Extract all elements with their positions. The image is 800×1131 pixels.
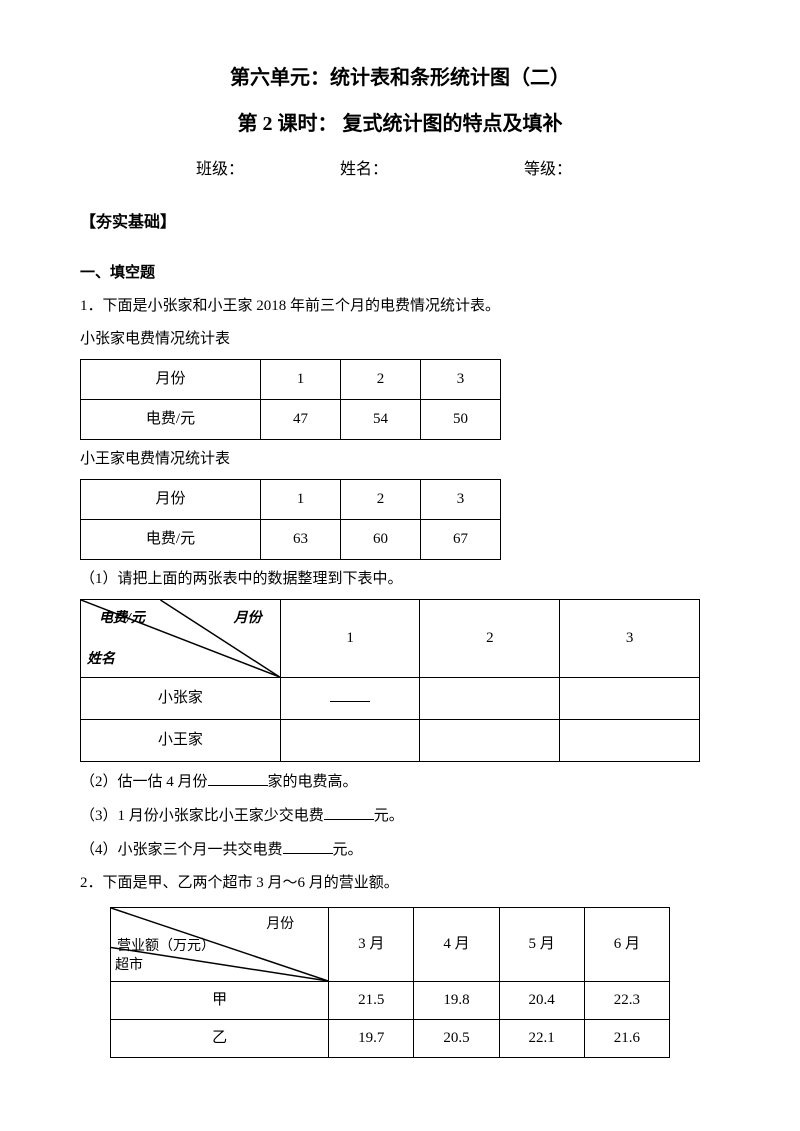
cell-blank[interactable]: [560, 677, 700, 719]
cell: 1: [261, 359, 341, 399]
table-row: 月份 1 2 3: [81, 479, 501, 519]
q1-prompt: 1．下面是小张家和小王家 2018 年前三个月的电费情况统计表。: [80, 293, 720, 320]
q1-sub4: （4）小张家三个月一共交电费 元。: [80, 836, 720, 864]
q2-prompt: 2．下面是甲、乙两个超市 3 月～6 月的营业额。: [80, 870, 720, 897]
cell: 4 月: [414, 907, 499, 981]
cell: 19.8: [414, 981, 499, 1019]
table-row: 甲 21.5 19.8 20.4 22.3: [111, 981, 670, 1019]
diagonal-header-cell: 电费/元 月份 姓名: [81, 599, 281, 677]
text: 家的电费高。: [268, 774, 358, 790]
lesson-title: 第 2 课时： 复式统计图的特点及填补: [80, 106, 720, 142]
section-header: 【夯实基础】: [80, 209, 720, 238]
q1-sub2: （2）估一估 4 月份 家的电费高。: [80, 768, 720, 796]
table-row: 电费/元 47 54 50: [81, 399, 501, 439]
blank-field[interactable]: [208, 768, 268, 786]
cell-label: 甲: [111, 981, 329, 1019]
cell: 60: [341, 519, 421, 559]
diag-label-market: 超市: [115, 953, 143, 978]
text: （2）估一估 4 月份: [80, 774, 208, 790]
cell-blank[interactable]: [420, 677, 560, 719]
table-row: 电费/元 月份 姓名 1 2 3: [81, 599, 700, 677]
cell: 21.6: [584, 1019, 669, 1057]
blank-field[interactable]: [283, 836, 333, 854]
q1-sub3: （3）1 月份小张家比小王家少交电费 元。: [80, 802, 720, 830]
cell-label: 电费/元: [81, 519, 261, 559]
table-row: 乙 19.7 20.5 22.1 21.6: [111, 1019, 670, 1057]
cell: 54: [341, 399, 421, 439]
info-row: 班级： 姓名： 等级：: [80, 156, 720, 185]
table-sales: 月份 营业额（万元） 超市 3 月 4 月 5 月 6 月 甲 21.5 19.…: [110, 907, 670, 1058]
table-row: 月份 1 2 3: [81, 359, 501, 399]
diag-label-month: 月份: [234, 606, 262, 631]
diag-label-month: 月份: [266, 912, 294, 937]
cell: 22.3: [584, 981, 669, 1019]
text: （3）1 月份小张家比小王家少交电费: [80, 808, 324, 824]
diag-label-name: 姓名: [87, 647, 115, 672]
cell-blank[interactable]: [420, 719, 560, 761]
cell-label: 小张家: [81, 677, 281, 719]
cell: 6 月: [584, 907, 669, 981]
cell: 2: [341, 359, 421, 399]
blank-field[interactable]: [324, 802, 374, 820]
diag-label-fee: 电费/元: [99, 606, 145, 631]
cell-label: 电费/元: [81, 399, 261, 439]
cell-blank[interactable]: [560, 719, 700, 761]
subsection-title: 一、填空题: [80, 260, 720, 287]
grade-label: 等级：: [524, 156, 644, 185]
cell-label: 乙: [111, 1019, 329, 1057]
cell: 2: [341, 479, 421, 519]
class-label: 班级：: [156, 156, 336, 185]
cell: 21.5: [329, 981, 414, 1019]
cell: 50: [421, 399, 501, 439]
cell-blank[interactable]: [280, 677, 420, 719]
text: 元。: [333, 842, 363, 858]
table-zhang: 月份 1 2 3 电费/元 47 54 50: [80, 359, 501, 440]
cell: 1: [280, 599, 420, 677]
table-b-caption: 小王家电费情况统计表: [80, 446, 720, 473]
table-row: 小张家: [81, 677, 700, 719]
name-label: 姓名：: [340, 156, 520, 185]
table-wang: 月份 1 2 3 电费/元 63 60 67: [80, 479, 501, 560]
cell: 67: [421, 519, 501, 559]
text: 元。: [374, 808, 404, 824]
table-merge: 电费/元 月份 姓名 1 2 3 小张家 小王家: [80, 599, 700, 762]
table-row: 小王家: [81, 719, 700, 761]
cell: 22.1: [499, 1019, 584, 1057]
cell: 3 月: [329, 907, 414, 981]
cell: 63: [261, 519, 341, 559]
cell: 47: [261, 399, 341, 439]
q1-sub1: （1）请把上面的两张表中的数据整理到下表中。: [80, 566, 720, 593]
cell: 19.7: [329, 1019, 414, 1057]
text: （4）小张家三个月一共交电费: [80, 842, 283, 858]
cell: 20.4: [499, 981, 584, 1019]
cell-blank[interactable]: [280, 719, 420, 761]
cell-label: 小王家: [81, 719, 281, 761]
cell: 2: [420, 599, 560, 677]
cell: 1: [261, 479, 341, 519]
cell-label: 月份: [81, 479, 261, 519]
cell: 3: [421, 479, 501, 519]
table-row: 电费/元 63 60 67: [81, 519, 501, 559]
table-row: 月份 营业额（万元） 超市 3 月 4 月 5 月 6 月: [111, 907, 670, 981]
diagonal-header-cell: 月份 营业额（万元） 超市: [111, 907, 329, 981]
unit-title: 第六单元：统计表和条形统计图（二）: [80, 60, 720, 96]
cell: 20.5: [414, 1019, 499, 1057]
cell: 5 月: [499, 907, 584, 981]
table-a-caption: 小张家电费情况统计表: [80, 326, 720, 353]
cell: 3: [560, 599, 700, 677]
cell: 3: [421, 359, 501, 399]
cell-label: 月份: [81, 359, 261, 399]
